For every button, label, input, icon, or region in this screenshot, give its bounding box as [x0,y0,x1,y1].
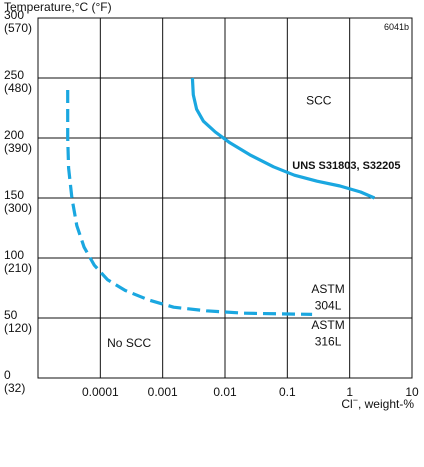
x-tick-label: 0.0001 [82,385,119,399]
x-tick-label: 0.001 [148,385,178,399]
y-tick-label-f: (570) [4,21,32,35]
annotation: SCC [306,93,332,107]
annotation: 316L [315,335,342,349]
x-axis-label-main: Cl [341,397,352,411]
series-line [66,90,313,316]
y-tick-label: 250 [4,68,24,82]
labels-layer: 300(570)250(480)200(390)150(300)100(210)… [4,8,419,399]
y-tick-label: 0 [4,368,11,382]
y-axis-label: Temperature,°C (°F) [4,0,112,14]
annotation: ASTM [311,318,344,332]
x-tick-label: 10 [405,385,419,399]
x-tick-label: 1 [346,385,353,399]
y-tick-label-f: (120) [4,321,32,335]
y-tick-label: 100 [4,248,24,262]
x-axis-label-sup: − [353,395,358,405]
x-tick-label: 0.01 [213,385,237,399]
y-tick-label-f: (32) [4,381,25,395]
annotation: 304L [315,299,342,313]
y-tick-label: 200 [4,128,24,142]
grid [37,17,413,379]
x-axis-label-rest: , weight-% [358,397,414,411]
y-tick-label: 150 [4,188,24,202]
y-tick-label-f: (480) [4,81,32,95]
x-axis-label: Cl−, weight-% [341,395,414,411]
annotation: No SCC [107,336,151,350]
y-tick-label-f: (210) [4,261,32,275]
annotation: UNS S31803, S32205 [292,160,400,172]
y-tick-label-f: (300) [4,201,32,215]
y-tick-label-f: (390) [4,141,32,155]
annotation: ASTM [311,282,344,296]
series-layer [66,77,376,316]
y-tick-label: 300 [4,8,24,22]
figure-code: 6041b [384,22,409,32]
y-tick-label: 50 [4,308,18,322]
x-tick-label: 0.1 [279,385,296,399]
series-line [190,77,376,200]
